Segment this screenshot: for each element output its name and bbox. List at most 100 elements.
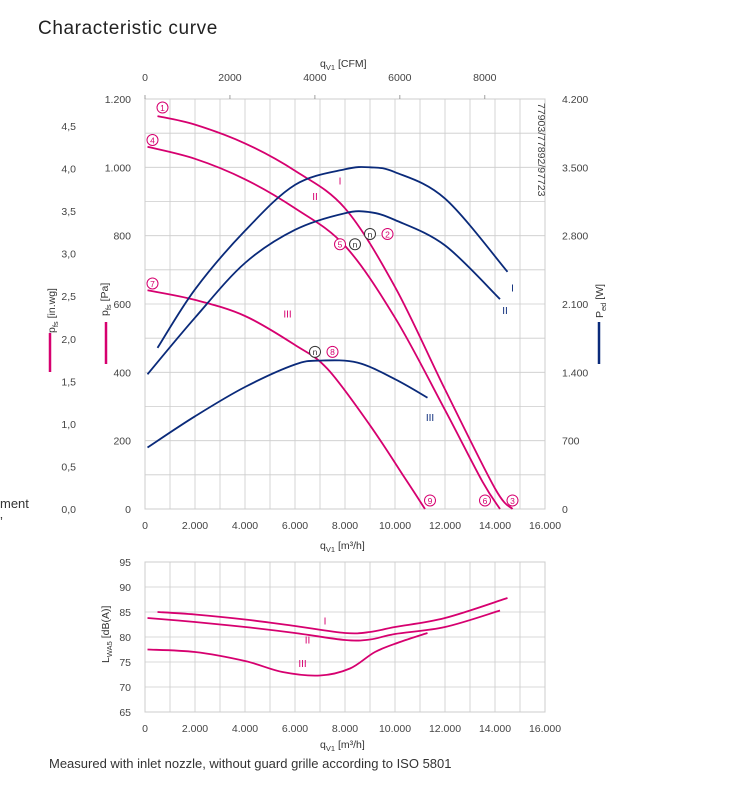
y-outer-tick-label: 1,0 xyxy=(61,419,76,431)
operating-point-label: 3 xyxy=(510,496,515,506)
x-tick-label: 4.000 xyxy=(232,520,258,532)
sound-x-axis-label: qV1 [m³/h] xyxy=(320,739,365,753)
x-top-tick-label: 0 xyxy=(142,72,148,84)
y-outer-tick-label: 4,5 xyxy=(61,121,76,133)
operating-point-marker xyxy=(156,101,169,114)
sound-curve-label: II xyxy=(305,636,311,647)
sound-y-tick-label: 70 xyxy=(119,682,131,694)
sound-y-tick-label: 90 xyxy=(119,582,131,594)
power-curve-I xyxy=(156,166,509,349)
operating-point-label: 2 xyxy=(385,229,390,239)
y-outer-tick-label: 2,0 xyxy=(61,334,76,346)
pressure-curve-III xyxy=(147,289,426,510)
sound-x-tick-label: 14.000 xyxy=(479,723,511,735)
operating-point-marker xyxy=(146,277,159,290)
pressure-curve-II xyxy=(147,145,501,510)
y-right-tick-label: 0 xyxy=(562,504,568,516)
model-label: 77903/77892/97723 xyxy=(535,103,547,197)
x-tick-label: 14.000 xyxy=(479,520,511,532)
sound-x-tick-label: 16.000 xyxy=(529,723,561,735)
pressure-curve-label: III xyxy=(283,310,291,321)
x-tick-label: 10.000 xyxy=(379,520,411,532)
operating-point-label: 5 xyxy=(338,240,343,250)
operating-point-marker xyxy=(424,494,436,507)
operating-point-marker xyxy=(146,134,159,146)
clipped-side-text-2: ’ xyxy=(0,514,3,529)
y-tick-label: 400 xyxy=(113,367,131,379)
sound-y-tick-label: 75 xyxy=(119,657,131,669)
power-curve-III xyxy=(147,359,428,449)
sound-x-tick-label: 10.000 xyxy=(379,723,411,735)
sound-y-tick-label: 95 xyxy=(119,557,131,569)
sound-curve-label: III xyxy=(298,659,306,670)
y-right-tick-label: 1.400 xyxy=(562,367,588,379)
y-tick-label: 600 xyxy=(113,299,131,311)
operating-point-label: 1 xyxy=(160,103,165,113)
sound-curve-III xyxy=(147,632,428,677)
y-outer-tick-label: 0,0 xyxy=(61,504,76,516)
page-title: Characteristic curve xyxy=(38,18,218,39)
x-top-tick-label: 2000 xyxy=(218,72,242,84)
y-right-tick-label: 4.200 xyxy=(562,94,588,106)
y-outer-tick-label: 3,0 xyxy=(61,249,76,261)
sound-x-tick-label: 0 xyxy=(142,723,148,735)
y-outer-tick-label: 2,5 xyxy=(61,291,76,303)
pressure-curve-I xyxy=(157,115,514,510)
y-right-tick-label: 700 xyxy=(562,436,580,448)
y-tick-label: 0 xyxy=(125,504,131,516)
y-right-axis-label: Ped [W] xyxy=(594,284,608,318)
sound-y-tick-label: 65 xyxy=(119,707,131,719)
y-axis-label: pfs [Pa] xyxy=(99,283,113,316)
power-curve-II xyxy=(146,210,501,375)
operating-point-label: 8 xyxy=(330,347,335,357)
y-right-tick-label: 2.800 xyxy=(562,231,588,243)
pressure-curve-label: II xyxy=(312,192,318,203)
sound-curve-I xyxy=(157,597,508,635)
y-tick-label: 1.200 xyxy=(105,94,131,106)
operating-point-label: n xyxy=(313,347,318,357)
x-top-axis-label: qV1 [CFM] xyxy=(320,58,367,72)
sound-y-tick-label: 85 xyxy=(119,607,131,619)
pressure-curve-label: I xyxy=(339,176,342,187)
power-curve-label: III xyxy=(426,413,434,424)
x-tick-label: 6.000 xyxy=(282,520,308,532)
x-top-tick-label: 8000 xyxy=(473,72,497,84)
operating-point-marker xyxy=(364,227,376,240)
y-right-tick-label: 2.100 xyxy=(562,299,588,311)
x-axis-label: qV1 [m³/h] xyxy=(320,540,365,554)
sound-y-tick-label: 80 xyxy=(119,632,131,644)
operating-point-label: 4 xyxy=(150,135,155,145)
x-tick-label: 12.000 xyxy=(429,520,461,532)
y-outer-tick-label: 1,5 xyxy=(61,376,76,388)
y-outer-axis-label: pfs [in.wg] xyxy=(46,288,60,333)
y-outer-tick-label: 3,5 xyxy=(61,206,76,218)
y-tick-label: 1.000 xyxy=(105,162,131,174)
operating-point-marker xyxy=(349,238,361,251)
y-tick-label: 200 xyxy=(113,436,131,448)
y-tick-label: 800 xyxy=(113,231,131,243)
sound-curve-label: I xyxy=(324,617,327,628)
x-tick-label: 2.000 xyxy=(182,520,208,532)
operating-point-label: n xyxy=(353,240,358,250)
operating-point-marker xyxy=(334,238,346,251)
sound-y-axis-label: LWA5 [dB(A)] xyxy=(100,605,114,663)
operating-point-marker xyxy=(326,345,339,358)
sound-x-tick-label: 4.000 xyxy=(232,723,258,735)
power-curve-label: II xyxy=(502,306,508,317)
clipped-side-text: ment xyxy=(0,496,29,511)
x-tick-label: 16.000 xyxy=(529,520,561,532)
power-curve-label: I xyxy=(511,283,514,294)
operating-point-label: 6 xyxy=(483,496,488,506)
sound-x-tick-label: 8.000 xyxy=(332,723,358,735)
operating-point-marker xyxy=(479,494,491,507)
operating-point-marker xyxy=(381,227,394,240)
operating-point-marker xyxy=(506,494,519,507)
y-outer-tick-label: 0,5 xyxy=(61,461,76,473)
sound-x-tick-label: 6.000 xyxy=(282,723,308,735)
sound-curve-II xyxy=(147,609,501,642)
x-tick-label: 8.000 xyxy=(332,520,358,532)
x-top-tick-label: 6000 xyxy=(388,72,412,84)
sound-x-tick-label: 2.000 xyxy=(182,723,208,735)
operating-point-label: n xyxy=(368,229,373,239)
